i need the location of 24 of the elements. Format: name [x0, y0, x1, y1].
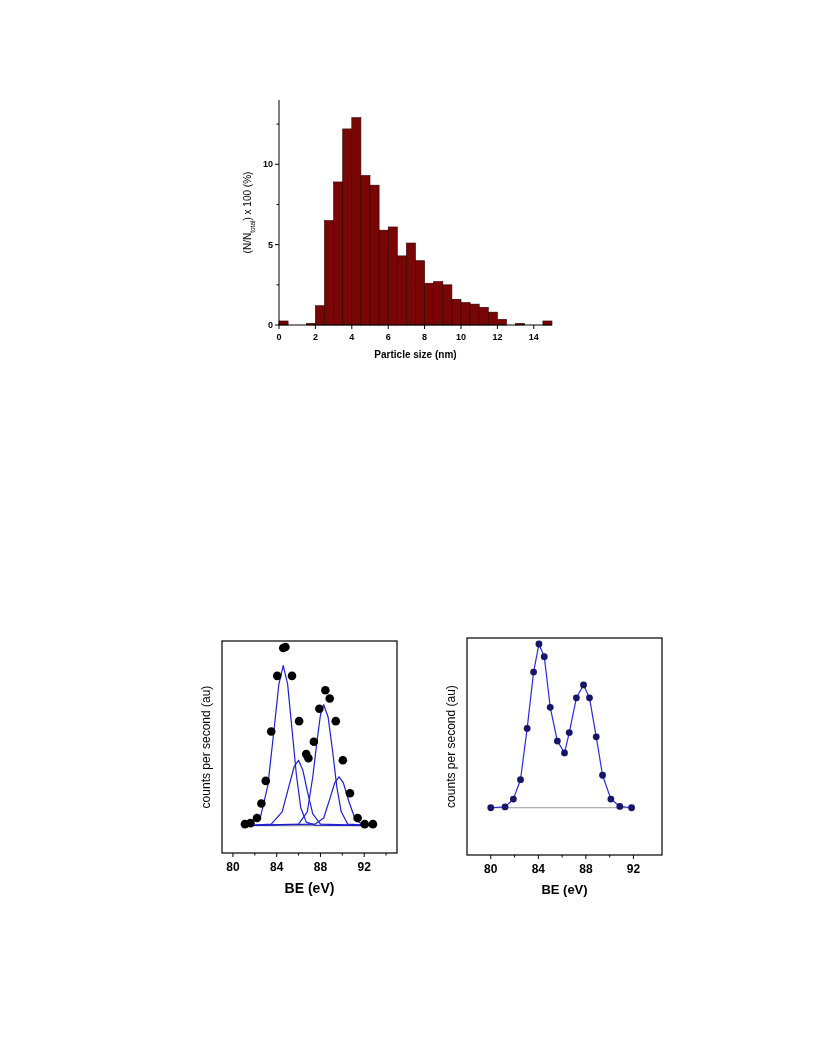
- x-axis-title: Particle size (nm): [374, 349, 457, 360]
- y-tick-label: 5: [267, 239, 273, 250]
- x-tick-label: 80: [226, 860, 240, 874]
- y-tick-label: 10: [262, 159, 273, 170]
- x-tick-label: 8: [422, 332, 428, 342]
- x-axis-title: BE (eV): [541, 882, 588, 897]
- x-tick-label: 4: [349, 332, 355, 342]
- x-tick-label: 6: [385, 332, 391, 342]
- x-tick-label: 92: [357, 860, 372, 874]
- x-tick-label: 2: [312, 332, 318, 342]
- y-axis-title: counts per second (au): [444, 685, 458, 808]
- x-tick-label: 14: [528, 332, 539, 342]
- x-axis-title: BE (eV): [284, 880, 335, 896]
- x-tick-label: 0: [276, 332, 282, 342]
- x-tick-label: 88: [313, 860, 328, 874]
- y-axis-title: counts per second (au): [199, 685, 213, 809]
- x-tick-label: 80: [484, 862, 498, 876]
- x-tick-label: 84: [270, 860, 284, 874]
- x-tick-label: 84: [531, 862, 546, 876]
- x-tick-label: 92: [626, 862, 641, 876]
- x-tick-label: 88: [579, 862, 593, 876]
- x-tick-label: 12: [492, 332, 503, 342]
- y-tick-label: 0: [267, 320, 273, 331]
- x-tick-label: 10: [455, 332, 467, 342]
